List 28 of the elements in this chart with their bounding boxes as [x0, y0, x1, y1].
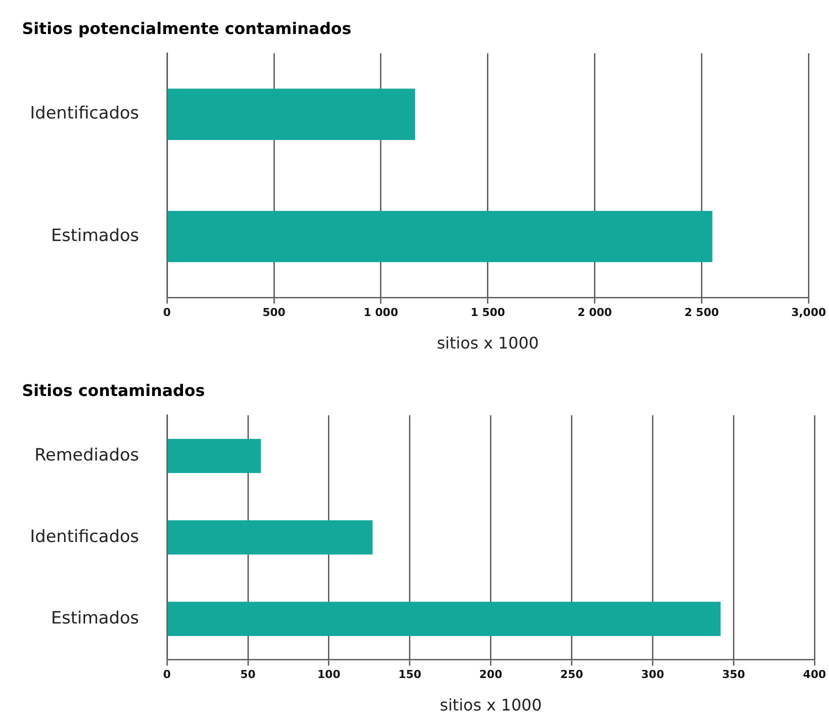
- x-tick-label: 2 000: [578, 306, 612, 320]
- x-tick-label: 250: [560, 668, 584, 682]
- chart-title: Sitios contaminados: [22, 380, 205, 400]
- x-tick-label: 300: [641, 668, 664, 682]
- x-tick-label: 350: [722, 668, 746, 682]
- x-tick-label: 1 000: [364, 306, 398, 320]
- x-tick-label: 3,000: [791, 306, 826, 320]
- x-tick-label: 400: [803, 668, 826, 682]
- y-tick-label: Identificados: [30, 526, 140, 547]
- y-tick-label: Estimados: [50, 226, 140, 246]
- y-tick-label: Estimados: [50, 608, 140, 628]
- x-tick-label: 200: [479, 668, 503, 682]
- x-tick-label: 0: [163, 668, 172, 682]
- x-tick-label: 150: [398, 668, 422, 682]
- bar: [168, 520, 373, 555]
- x-tick-label: 1 500: [470, 306, 506, 320]
- y-tick-label: Identificados: [30, 104, 140, 124]
- chart-title: Sitios potencialmente contaminados: [22, 18, 352, 38]
- x-axis-title: sitios x 1000: [436, 334, 539, 353]
- x-tick-label: 2 500: [684, 306, 720, 320]
- bar: [168, 438, 261, 474]
- x-tick-label: 50: [240, 668, 256, 682]
- x-tick-label: 500: [262, 306, 286, 320]
- x-tick-label: 0: [163, 306, 172, 320]
- x-axis-title: sitios x 1000: [440, 696, 542, 715]
- bar: [168, 602, 721, 636]
- x-tick-label: 100: [317, 668, 341, 682]
- y-tick-label: Remediados: [34, 445, 140, 466]
